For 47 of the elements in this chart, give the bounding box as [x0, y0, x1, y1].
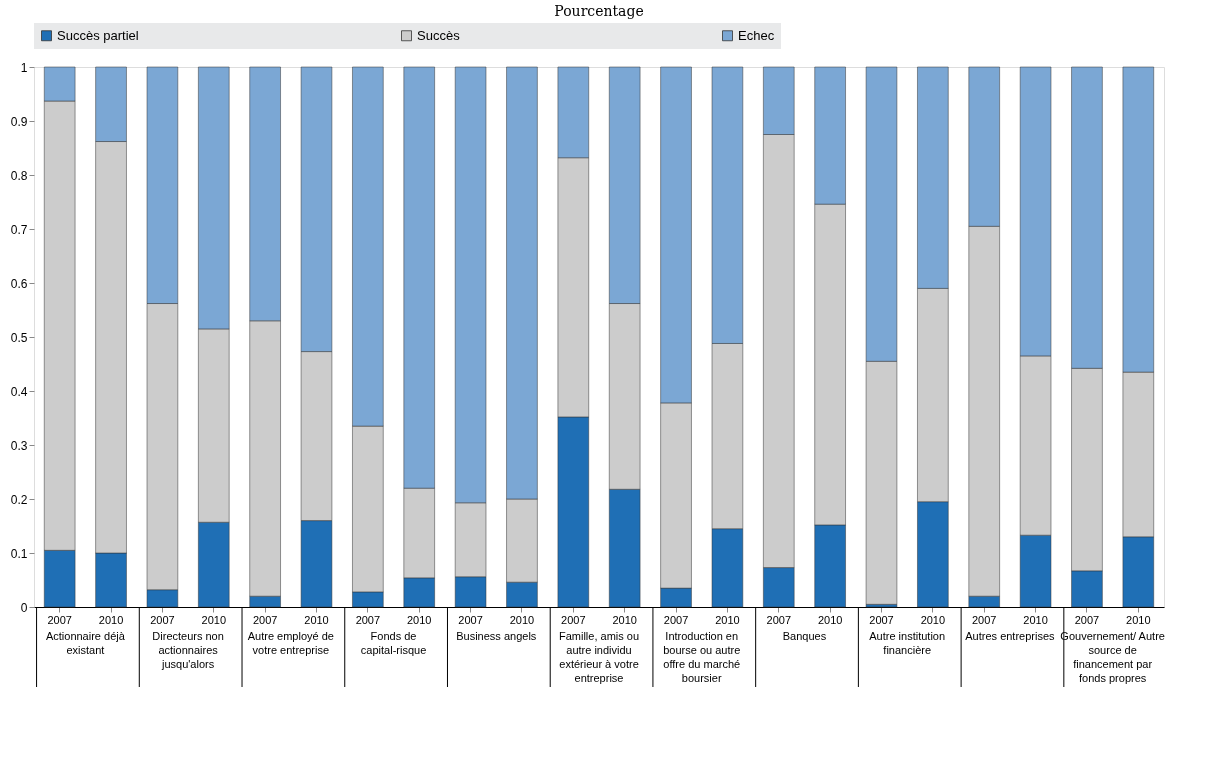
text: Famille, amis ou autre individu extérieur à votre entreprise — [558, 630, 640, 684]
x-tick-label: 2007 — [458, 613, 483, 626]
x-tick-label: 2010 — [509, 613, 535, 626]
x-tick-label: 2010 — [817, 613, 843, 626]
y-tick-label: 0.4 — [10, 384, 28, 399]
legend-label: Succès partiel — [57, 27, 139, 43]
y-tick-label: 0 — [20, 600, 28, 615]
y-tick-label: 1 — [20, 60, 28, 75]
y-tick-label: 0.2 — [10, 492, 28, 507]
x-tick-label: 2010 — [1023, 613, 1048, 626]
chart-title: Pourcentage — [554, 3, 644, 19]
text: Autre employé de votre entreprise — [247, 630, 334, 656]
text: Banques — [782, 630, 827, 642]
x-tick-label: 2010 — [98, 613, 124, 626]
x-tick-label: 2010 — [715, 613, 740, 626]
x-tick-label: 2010 — [304, 613, 329, 626]
x-tick-label: 2007 — [252, 613, 278, 626]
text: Actionnaire déjà existant — [45, 630, 126, 656]
x-tick-label: 2007 — [561, 613, 586, 626]
y-tick-label: 0.3 — [10, 438, 28, 453]
y-tick-label: 0.8 — [10, 168, 28, 183]
x-tick-label: 2007 — [150, 613, 175, 626]
text: Business angels — [456, 630, 537, 642]
x-tick-label: 2007 — [869, 613, 894, 626]
y-tick-label: 0.9 — [10, 114, 28, 129]
y-tick-label: 0.7 — [10, 222, 28, 237]
x-tick-label: 2010 — [201, 613, 227, 626]
text: Directeurs non actionnaires jusqu'alors — [152, 630, 224, 670]
text: Fonds de capital-risque — [360, 630, 427, 656]
x-tick-label: 2007 — [355, 613, 381, 626]
text: Autre institution financière — [869, 630, 946, 656]
x-tick-label: 2007 — [47, 613, 72, 626]
y-tick-label: 0.6 — [10, 276, 28, 291]
x-tick-label: 2010 — [1126, 613, 1151, 626]
x-tick-label: 2007 — [663, 613, 689, 626]
x-tick-label: 2010 — [612, 613, 637, 626]
y-tick-label: 0.5 — [10, 330, 28, 345]
y-tick-label: 0.1 — [10, 546, 28, 561]
text: Introduction en bourse ou autre offre du marché boursier — [663, 630, 741, 684]
legend-label: Succès — [417, 27, 461, 43]
x-tick-label: 2007 — [766, 613, 792, 626]
x-tick-label: 2010 — [920, 613, 946, 626]
x-tick-label: 2010 — [406, 613, 432, 626]
legend-label: Echec — [738, 27, 775, 43]
x-tick-label: 2007 — [971, 613, 997, 626]
x-tick-label: 2007 — [1074, 613, 1100, 626]
text: Autres entreprises — [965, 630, 1056, 642]
